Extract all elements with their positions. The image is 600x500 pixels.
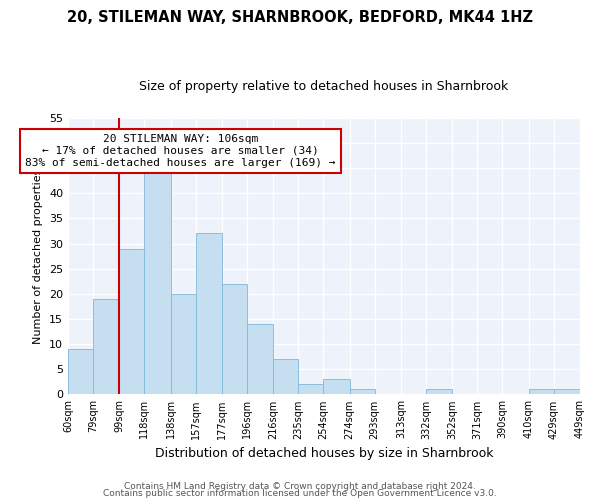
Text: Contains public sector information licensed under the Open Government Licence v3: Contains public sector information licen… [103, 488, 497, 498]
Text: Contains HM Land Registry data © Crown copyright and database right 2024.: Contains HM Land Registry data © Crown c… [124, 482, 476, 491]
Bar [298, 384, 323, 394]
Bar [323, 380, 350, 394]
Bar [247, 324, 273, 394]
Bar [222, 284, 247, 395]
Bar [350, 390, 374, 394]
Y-axis label: Number of detached properties: Number of detached properties [34, 168, 43, 344]
Bar [68, 349, 93, 395]
Bar [273, 359, 298, 394]
Bar [426, 390, 452, 394]
Bar [119, 248, 144, 394]
Bar [93, 299, 119, 394]
Text: 20, STILEMAN WAY, SHARNBROOK, BEDFORD, MK44 1HZ: 20, STILEMAN WAY, SHARNBROOK, BEDFORD, M… [67, 10, 533, 25]
Bar [554, 390, 580, 394]
X-axis label: Distribution of detached houses by size in Sharnbrook: Distribution of detached houses by size … [155, 447, 493, 460]
Bar [196, 234, 222, 394]
Bar [170, 294, 196, 394]
Bar [144, 173, 170, 394]
Text: 20 STILEMAN WAY: 106sqm
← 17% of detached houses are smaller (34)
83% of semi-de: 20 STILEMAN WAY: 106sqm ← 17% of detache… [25, 134, 336, 168]
Title: Size of property relative to detached houses in Sharnbrook: Size of property relative to detached ho… [139, 80, 509, 93]
Bar [529, 390, 554, 394]
